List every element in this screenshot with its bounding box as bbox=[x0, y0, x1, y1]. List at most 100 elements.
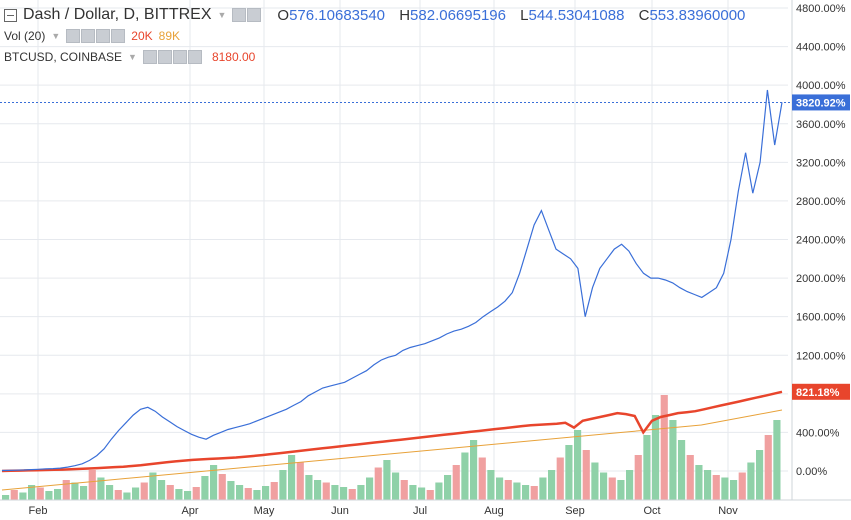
volume-bar bbox=[539, 477, 547, 500]
x-tick-label: May bbox=[254, 505, 275, 517]
main-series-title[interactable]: Dash / Dollar, D, BITTREX bbox=[23, 6, 212, 23]
x-tick-label: Nov bbox=[718, 505, 738, 517]
y-tick-label: 4800.00% bbox=[796, 3, 846, 15]
gear-icon[interactable] bbox=[247, 8, 262, 22]
volume-bar bbox=[296, 462, 304, 500]
eye-icon[interactable] bbox=[142, 50, 157, 64]
volume-bar bbox=[19, 492, 27, 500]
collapse-legend-icon[interactable] bbox=[4, 8, 17, 22]
volume-ma-value: 89K bbox=[158, 29, 180, 43]
volume-bar bbox=[747, 462, 755, 500]
volume-bar bbox=[686, 455, 694, 500]
eye-icon[interactable] bbox=[66, 29, 81, 43]
compare-legend: BTCUSD, COINBASE ▼ 8180.00 bbox=[4, 50, 255, 64]
dash-series-line[interactable] bbox=[1, 89, 783, 472]
volume-toolbar bbox=[66, 29, 126, 43]
volume-bar bbox=[504, 480, 512, 500]
volume-bar bbox=[738, 472, 746, 500]
series-toolbar bbox=[232, 8, 262, 22]
volume-bar bbox=[634, 455, 642, 500]
time-axis[interactable]: Feb Apr May Jun Jul Aug Sep Oct Nov bbox=[29, 505, 739, 517]
y-tick-label: 1600.00% bbox=[796, 312, 846, 324]
volume-bar bbox=[80, 486, 88, 500]
volume-bar bbox=[340, 487, 348, 500]
btc-series-line[interactable] bbox=[1, 390, 783, 473]
y-tick-label: 2000.00% bbox=[796, 273, 846, 285]
volume-bar bbox=[712, 475, 720, 500]
volume-bar bbox=[565, 445, 573, 500]
volume-bar bbox=[314, 480, 322, 500]
volume-bar bbox=[470, 440, 478, 500]
volume-bar bbox=[600, 472, 608, 500]
volume-bar bbox=[617, 480, 625, 500]
volume-bar bbox=[383, 460, 391, 500]
settings-icon[interactable] bbox=[232, 8, 247, 22]
volume-bar bbox=[192, 487, 200, 500]
volume-bar bbox=[140, 482, 148, 500]
volume-bar bbox=[158, 480, 166, 500]
volume-bar bbox=[305, 475, 313, 500]
y-tick-label: 4400.00% bbox=[796, 42, 846, 54]
volume-bars bbox=[2, 395, 781, 500]
close-icon[interactable] bbox=[111, 29, 126, 43]
volume-bar bbox=[253, 490, 261, 500]
volume-bar bbox=[513, 482, 521, 500]
compare-title[interactable]: BTCUSD, COINBASE bbox=[4, 50, 123, 64]
volume-bar bbox=[400, 480, 408, 500]
chevron-down-icon[interactable]: ▼ bbox=[51, 31, 61, 41]
volume-bar bbox=[574, 430, 582, 500]
volume-bar bbox=[288, 455, 296, 500]
volume-bar bbox=[652, 415, 660, 500]
volume-bar bbox=[262, 486, 270, 500]
plus-icon[interactable] bbox=[172, 50, 187, 64]
volume-bar bbox=[348, 489, 356, 500]
open-label: O bbox=[277, 6, 290, 24]
volume-bar bbox=[660, 395, 668, 500]
dash-last-value-badge bbox=[792, 94, 850, 111]
open-value: 576.10683540 bbox=[289, 6, 386, 24]
x-tick-label: Feb bbox=[29, 505, 48, 517]
volume-bar bbox=[392, 472, 400, 500]
volume-bar bbox=[218, 474, 226, 500]
volume-bar bbox=[626, 470, 634, 500]
volume-bar bbox=[279, 470, 287, 500]
volume-bar bbox=[548, 470, 556, 500]
y-tick-label: 4000.00% bbox=[796, 80, 846, 92]
volume-bar bbox=[36, 487, 44, 500]
volume-bar bbox=[114, 490, 122, 500]
volume-bar bbox=[409, 485, 417, 500]
volume-bar bbox=[730, 480, 738, 500]
y-tick-label: 2400.00% bbox=[796, 235, 846, 247]
volume-title[interactable]: Vol (20) bbox=[4, 29, 46, 43]
volume-legend: Vol (20) ▼ 20K 89K bbox=[4, 29, 180, 43]
volume-bar bbox=[97, 477, 105, 500]
y-tick-label: 0.00% bbox=[796, 466, 827, 478]
btc-last-value-badge-text: 821.18% bbox=[796, 387, 840, 399]
volume-bar bbox=[530, 486, 538, 500]
chevron-down-icon[interactable]: ▼ bbox=[128, 52, 137, 62]
volume-bar bbox=[704, 470, 712, 500]
volume-bar bbox=[62, 480, 70, 500]
volume-bar bbox=[496, 477, 504, 500]
volume-bar bbox=[45, 491, 53, 500]
volume-bar bbox=[756, 450, 764, 500]
volume-bar bbox=[149, 472, 157, 500]
plus-icon[interactable] bbox=[96, 29, 111, 43]
chevron-down-icon[interactable]: ▼ bbox=[217, 10, 227, 20]
volume-bar bbox=[669, 420, 677, 500]
volume-bar bbox=[331, 485, 339, 500]
gear-icon[interactable] bbox=[157, 50, 172, 64]
gear-icon[interactable] bbox=[81, 29, 96, 43]
volume-bar bbox=[106, 485, 114, 500]
compare-toolbar bbox=[142, 50, 202, 64]
volume-bar bbox=[461, 452, 469, 500]
main-series-legend: Dash / Dollar, D, BITTREX ▼ O576.1068354… bbox=[4, 6, 745, 24]
price-axis[interactable]: 4800.00% 4400.00% 4000.00% 3600.00% 3200.00%… bbox=[796, 3, 846, 478]
y-tick-label: 400.00% bbox=[796, 427, 840, 439]
high-value: 582.06695196 bbox=[410, 6, 506, 24]
close-label: C bbox=[638, 6, 650, 24]
volume-bar bbox=[582, 450, 590, 500]
close-icon[interactable] bbox=[187, 50, 202, 64]
volume-bar bbox=[695, 465, 703, 500]
